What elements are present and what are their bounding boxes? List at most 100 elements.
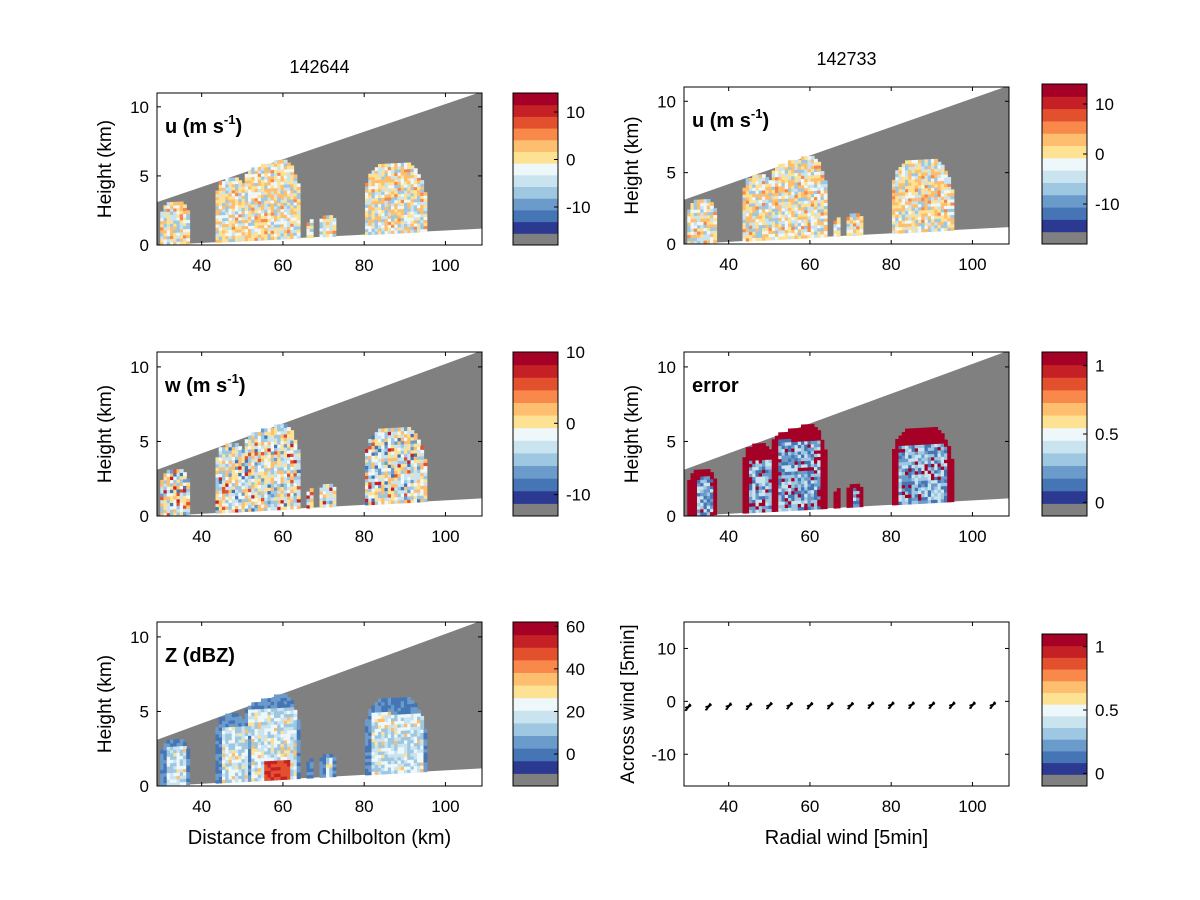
y-tick-label: 0 xyxy=(667,692,676,711)
colorbar-segment xyxy=(513,735,558,749)
x-tick-label: 100 xyxy=(958,527,986,546)
field-cells xyxy=(687,423,955,516)
colorbar-segment xyxy=(513,672,558,686)
y-tick-label: 5 xyxy=(140,702,149,721)
x-tick-label: 60 xyxy=(273,797,292,816)
colorbar-segment xyxy=(1042,389,1087,403)
panel-3: 40 60 80 100 0 5 10 Height (km) w (m s-1) xyxy=(95,351,483,546)
colorbar-segment xyxy=(513,440,558,454)
wind-arrow-point xyxy=(846,701,855,710)
y-axis-label: Height (km) xyxy=(95,120,116,218)
plot-frame xyxy=(156,351,483,517)
colorbar-segment xyxy=(513,377,558,391)
x-tick-label: 60 xyxy=(800,797,819,816)
x-tick-label: 40 xyxy=(192,797,211,816)
wind-arrow-point xyxy=(989,701,997,710)
x-tick-label: 60 xyxy=(800,527,819,546)
x-tick-label: 40 xyxy=(719,527,738,546)
colorbar-segment xyxy=(1042,750,1087,764)
x-tick-label: 80 xyxy=(882,797,901,816)
y-tick-label: 10 xyxy=(130,98,149,117)
panel-field-label: w (m s-1) xyxy=(164,371,245,397)
panel-field-label: u (m s-1) xyxy=(692,106,769,132)
colorbar-segment xyxy=(1042,84,1087,97)
colorbar-segment xyxy=(513,389,558,403)
plot-frame xyxy=(683,621,1010,787)
colorbar-1: 10 0 -10 xyxy=(512,92,591,246)
panel-title: 142733 xyxy=(816,49,876,69)
colorbar-tick-label: 0 xyxy=(566,745,575,764)
x-tick-label: 100 xyxy=(958,797,986,816)
wind-arrow-point xyxy=(867,701,875,710)
x-tick-label: 40 xyxy=(719,255,738,274)
y-axis-label: Across wind [5min] xyxy=(618,624,639,783)
plot-frame xyxy=(683,351,1010,517)
y-tick-label: 0 xyxy=(140,777,149,796)
panel-field-label: Z (dBZ) xyxy=(165,645,235,667)
y-axis-label: Height (km) xyxy=(622,385,643,483)
panel-field-label: u (m s-1) xyxy=(165,112,242,138)
field-cells xyxy=(160,159,428,245)
colorbar-tick-label: 0 xyxy=(1095,493,1104,512)
colorbar-missing-segment xyxy=(513,773,558,786)
wind-arrow-point xyxy=(928,701,936,710)
x-tick-label: 80 xyxy=(355,256,374,275)
x-tick-label: 80 xyxy=(355,527,374,546)
colorbar-segment xyxy=(1042,452,1087,467)
colorbar-segment xyxy=(1042,207,1087,220)
y-tick-label: 10 xyxy=(657,639,676,658)
colorbar-segment xyxy=(513,163,558,176)
colorbar-segment xyxy=(1042,427,1087,441)
colorbar-5: 60 40 20 0 xyxy=(512,617,585,787)
colorbar-segment xyxy=(513,352,558,366)
colorbar-segment xyxy=(513,490,558,504)
panel-5: 40 60 80 100 0 5 10 Height (km) Distance from Ch… xyxy=(95,621,483,849)
colorbar-missing-segment xyxy=(1042,231,1087,244)
colorbar-tick-label: 0.5 xyxy=(1095,425,1119,444)
colorbar-segment xyxy=(1042,157,1087,171)
y-axis-label: Height (km) xyxy=(622,116,643,214)
y-tick-label: 0 xyxy=(667,507,676,526)
wind-arrow-point xyxy=(765,701,773,710)
colorbar-segment xyxy=(1042,182,1087,196)
x-axis-label: Radial wind [5min] xyxy=(765,827,928,849)
colorbar-segment xyxy=(513,659,558,673)
colorbar-segment xyxy=(513,128,558,141)
x-tick-label: 40 xyxy=(719,797,738,816)
colorbar-segment xyxy=(1042,634,1087,647)
colorbar-tick-label: -10 xyxy=(1095,195,1120,214)
colorbar-4: 10.50 xyxy=(1041,351,1119,517)
x-axis-label: Distance from Chilbolton (km) xyxy=(188,827,451,849)
colorbar-segment xyxy=(1042,364,1087,378)
x-tick-label: 100 xyxy=(958,255,986,274)
colorbar-segment xyxy=(1042,108,1087,122)
y-axis-label: Height (km) xyxy=(95,655,116,753)
colorbar-tick-label: 0 xyxy=(1095,764,1104,783)
colorbar-segment xyxy=(513,647,558,661)
y-tick-label: 0 xyxy=(140,236,149,255)
colorbar-segment xyxy=(1042,680,1087,693)
colorbar-3: 10 0 -10 xyxy=(512,343,591,517)
colorbar-segment xyxy=(513,151,558,164)
x-tick-label: 100 xyxy=(431,527,459,546)
colorbar-segment xyxy=(1042,669,1087,682)
plot-frame xyxy=(156,621,483,787)
colorbar-tick-label: 1 xyxy=(1095,357,1104,376)
colorbar-missing-segment xyxy=(513,233,558,245)
colorbar-segment xyxy=(513,710,558,724)
y-tick-label: 5 xyxy=(140,167,149,186)
y-tick-label: 5 xyxy=(140,432,149,451)
colorbar-segment xyxy=(513,198,558,211)
field-cells xyxy=(160,423,428,516)
colorbar-segment xyxy=(1042,739,1087,752)
colorbar-tick-label: 40 xyxy=(566,660,585,679)
colorbar-segment xyxy=(513,697,558,711)
wind-arrow-point xyxy=(745,702,753,711)
colorbar-segment xyxy=(1042,415,1087,429)
wind-arrow-point xyxy=(826,701,834,710)
colorbar-tick-label: 20 xyxy=(566,702,585,721)
colorbar-segment xyxy=(1042,704,1087,717)
colorbar-segment xyxy=(513,427,558,441)
colorbar-segment xyxy=(1042,145,1087,159)
colorbar-segment xyxy=(1042,133,1087,147)
